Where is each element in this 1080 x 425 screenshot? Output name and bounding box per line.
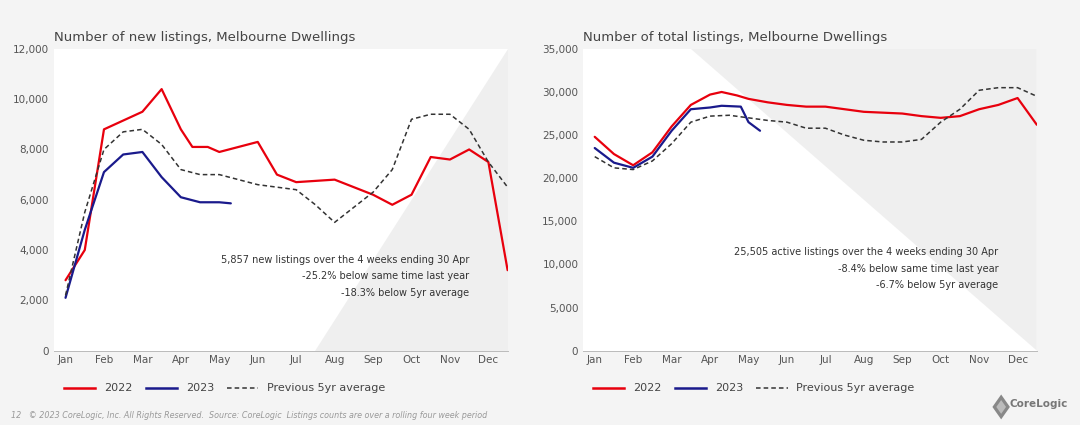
Legend: 2022, 2023, Previous 5yr average: 2022, 2023, Previous 5yr average — [59, 379, 390, 398]
Text: Number of new listings, Melbourne Dwellings: Number of new listings, Melbourne Dwelli… — [54, 31, 355, 43]
Text: 25,505 active listings over the 4 weeks ending 30 Apr
-8.4% below same time last: 25,505 active listings over the 4 weeks … — [734, 247, 998, 290]
Text: Number of total listings, Melbourne Dwellings: Number of total listings, Melbourne Dwel… — [583, 31, 888, 43]
Polygon shape — [315, 49, 508, 351]
Legend: 2022, 2023, Previous 5yr average: 2022, 2023, Previous 5yr average — [589, 379, 919, 398]
Polygon shape — [993, 394, 1010, 419]
Text: 5,857 new listings over the 4 weeks ending 30 Apr
-25.2% below same time last ye: 5,857 new listings over the 4 weeks endi… — [220, 255, 469, 298]
Text: CoreLogic: CoreLogic — [1010, 399, 1068, 409]
Polygon shape — [997, 400, 1007, 414]
Text: 12   © 2023 CoreLogic, Inc. All Rights Reserved.  Source: CoreLogic  Listings co: 12 © 2023 CoreLogic, Inc. All Rights Res… — [11, 411, 487, 420]
Polygon shape — [691, 49, 1037, 351]
